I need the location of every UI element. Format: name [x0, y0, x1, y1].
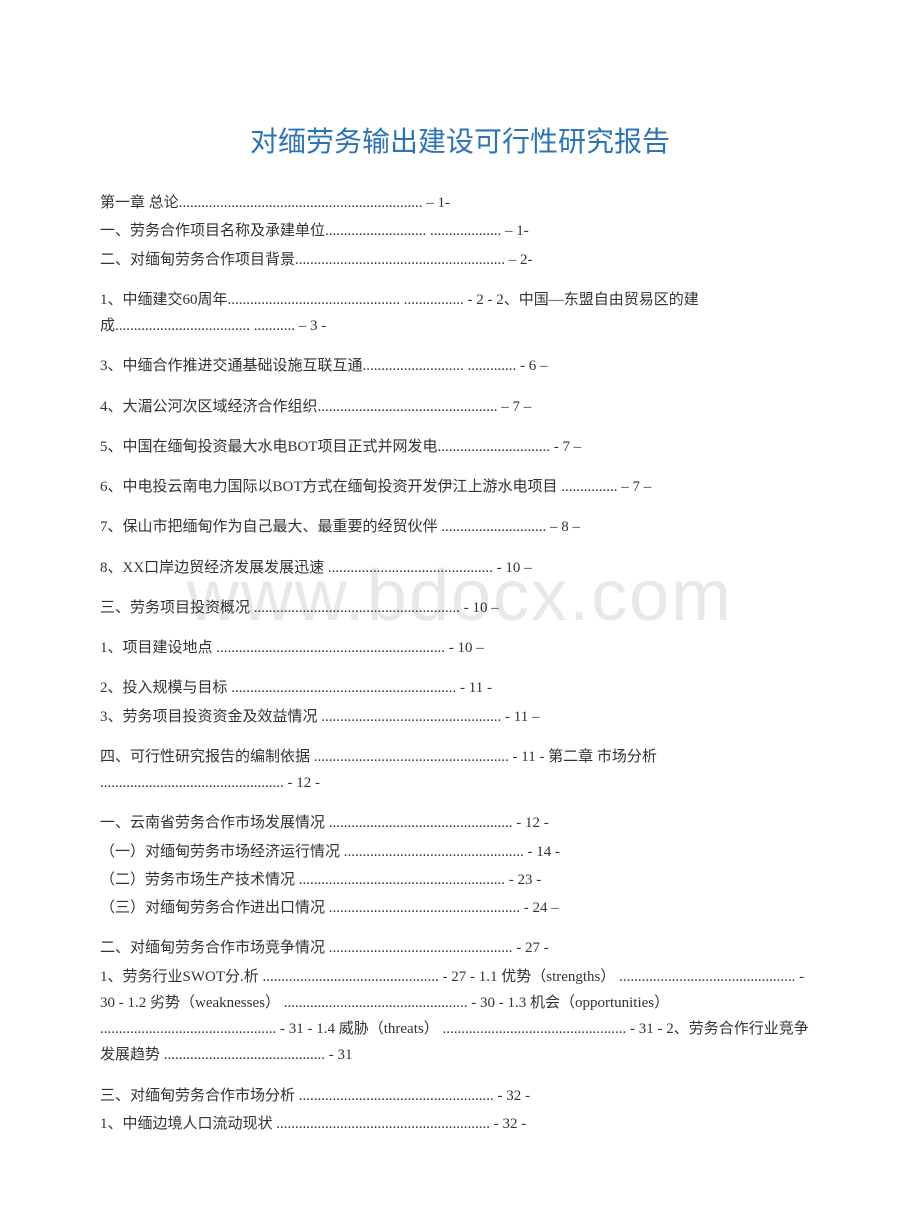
toc-block: 4、大湄公河次区域经济合作组织.........................…	[100, 394, 820, 420]
toc-block: 5、中国在缅甸投资最大水电BOT项目正式并网发电................…	[100, 434, 820, 460]
toc-line: 1、中缅建交60周年..............................…	[100, 287, 820, 340]
toc-line: 1、中缅边境人口流动现状 ...........................…	[100, 1111, 820, 1137]
toc-line: 四、可行性研究报告的编制依据 .........................…	[100, 744, 820, 797]
toc-block: 8、XX口岸边贸经济发展发展迅速 .......................…	[100, 555, 820, 581]
toc-line: 2、投入规模与目标 ..............................…	[100, 675, 820, 701]
toc-block: 3、中缅合作推进交通基础设施互联互通......................…	[100, 353, 820, 379]
toc-line: （三）对缅甸劳务合作进出口情况 ........................…	[100, 895, 820, 921]
toc-line: 1、项目建设地点 ...............................…	[100, 635, 820, 661]
toc-block: 四、可行性研究报告的编制依据 .........................…	[100, 744, 820, 797]
toc-block: 三、对缅甸劳务合作市场分析 ..........................…	[100, 1083, 820, 1138]
toc-block: 6、中电投云南电力国际以BOT方式在缅甸投资开发伊江上游水电项目 .......…	[100, 474, 820, 500]
toc-line: 一、云南省劳务合作市场发展情况 ........................…	[100, 810, 820, 836]
toc-line: 7、保山市把缅甸作为自己最大、最重要的经贸伙伴 ................…	[100, 514, 820, 540]
toc-block: 1、中缅建交60周年..............................…	[100, 287, 820, 340]
toc-line: 8、XX口岸边贸经济发展发展迅速 .......................…	[100, 555, 820, 581]
toc-line: 3、中缅合作推进交通基础设施互联互通......................…	[100, 353, 820, 379]
document-title: 对缅劳务输出建设可行性研究报告	[100, 120, 820, 160]
toc-block: 一、云南省劳务合作市场发展情况 ........................…	[100, 810, 820, 921]
toc-block: 第一章 总论..................................…	[100, 190, 820, 273]
toc-block: 1、项目建设地点 ...............................…	[100, 635, 820, 661]
toc-line: 5、中国在缅甸投资最大水电BOT项目正式并网发电................…	[100, 434, 820, 460]
toc-line: 3、劳务项目投资资金及效益情况 ........................…	[100, 704, 820, 730]
toc-line: 4、大湄公河次区域经济合作组织.........................…	[100, 394, 820, 420]
toc-line: （二）劳务市场生产技术情况 ..........................…	[100, 867, 820, 893]
toc-block: 二、对缅甸劳务合作市场竞争情况 ........................…	[100, 935, 820, 1068]
toc-line: 二、对缅甸劳务合作市场竞争情况 ........................…	[100, 935, 820, 961]
toc-block: 2、投入规模与目标 ..............................…	[100, 675, 820, 730]
toc-line: 第一章 总论..................................…	[100, 190, 820, 216]
toc-line: 一、劳务合作项目名称及承建单位.........................…	[100, 218, 820, 244]
toc-line: 6、中电投云南电力国际以BOT方式在缅甸投资开发伊江上游水电项目 .......…	[100, 474, 820, 500]
toc-block: 7、保山市把缅甸作为自己最大、最重要的经贸伙伴 ................…	[100, 514, 820, 540]
toc-line: 1、劳务行业SWOT分.析 ..........................…	[100, 964, 820, 1069]
toc-container: 第一章 总论..................................…	[100, 190, 820, 1137]
toc-block: 三、劳务项目投资概况 .............................…	[100, 595, 820, 621]
toc-line: 二、对缅甸劳务合作项目背景...........................…	[100, 247, 820, 273]
toc-line: 三、劳务项目投资概况 .............................…	[100, 595, 820, 621]
toc-line: （一）对缅甸劳务市场经济运行情况 .......................…	[100, 839, 820, 865]
document-page: 对缅劳务输出建设可行性研究报告 第一章 总论..................…	[0, 0, 920, 1211]
toc-line: 三、对缅甸劳务合作市场分析 ..........................…	[100, 1083, 820, 1109]
